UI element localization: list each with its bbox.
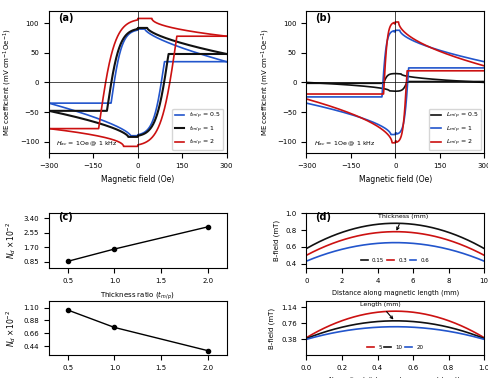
Y-axis label: ME coefficient (mV cm$^{-1}$Oe$^{-1}$): ME coefficient (mV cm$^{-1}$Oe$^{-1}$) [259, 29, 271, 136]
5 [303, 335, 309, 340]
0.3 [391, 229, 397, 234]
0.3 [304, 253, 309, 257]
Text: (a): (a) [58, 13, 73, 23]
Legend: 0.15, 0.3, 0.6: 0.15, 0.3, 0.6 [358, 256, 431, 265]
Text: $H_{ac}$ = 1Oe @ 1 kHz: $H_{ac}$ = 1Oe @ 1 kHz [313, 139, 374, 148]
5 [408, 310, 414, 314]
0.6 [480, 259, 486, 263]
Y-axis label: ME coefficient (mV cm$^{-1}$Oe$^{-1}$): ME coefficient (mV cm$^{-1}$Oe$^{-1}$) [2, 29, 14, 136]
0.6 [453, 249, 459, 254]
10 [464, 330, 470, 335]
10 [480, 336, 486, 341]
0.15 [480, 246, 486, 251]
Y-axis label: B-field (mT): B-field (mT) [268, 307, 275, 349]
Text: (c): (c) [58, 212, 72, 222]
0.3 [464, 245, 470, 250]
0.15 [408, 222, 414, 226]
0.6 [464, 253, 470, 257]
20 [303, 337, 309, 342]
0.6 [409, 241, 415, 246]
10 [391, 319, 397, 323]
X-axis label: Magnetic field (Oe): Magnetic field (Oe) [101, 175, 174, 184]
Line: 20: 20 [306, 327, 483, 339]
0.3 [480, 253, 486, 257]
X-axis label: Thickness ratio ($t_{m/p}$): Thickness ratio ($t_{m/p}$) [100, 289, 175, 302]
0.15 [453, 233, 459, 238]
Text: $H_{ac}$ = 1Oe @ 1 kHz: $H_{ac}$ = 1Oe @ 1 kHz [56, 139, 117, 148]
5 [412, 310, 418, 315]
Text: (d): (d) [315, 212, 331, 222]
Y-axis label: $N_d$ ×10$^{-2}$: $N_d$ ×10$^{-2}$ [4, 222, 18, 259]
10 [409, 319, 415, 324]
0.15 [464, 238, 470, 242]
10 [303, 336, 309, 341]
20 [453, 330, 459, 335]
Line: 10: 10 [306, 321, 483, 338]
Legend: 5, 10, 20: 5, 10, 20 [364, 343, 425, 353]
5 [304, 335, 309, 339]
Y-axis label: $N_d$ ×10$^{-2}$: $N_d$ ×10$^{-2}$ [4, 309, 18, 347]
0.6 [391, 240, 397, 245]
0.3 [408, 230, 414, 235]
X-axis label: Lateral ratio ($L_{m/p}$): Lateral ratio ($L_{m/p}$) [105, 376, 170, 378]
5 [409, 310, 415, 314]
0.3 [303, 253, 309, 257]
X-axis label: Distance along magnetic length (mm): Distance along magnetic length (mm) [331, 289, 458, 296]
20 [391, 324, 397, 329]
20 [408, 325, 414, 330]
Y-axis label: B-field (mT): B-field (mT) [273, 220, 279, 261]
0.3 [412, 231, 418, 235]
20 [480, 337, 486, 342]
Line: 0.3: 0.3 [306, 232, 483, 255]
Text: (b): (b) [315, 13, 331, 23]
0.6 [303, 259, 309, 263]
0.3 [409, 230, 415, 235]
0.6 [408, 241, 414, 246]
0.15 [412, 222, 418, 227]
0.15 [409, 222, 415, 226]
0.15 [304, 246, 309, 251]
0.15 [303, 246, 309, 251]
5 [480, 335, 486, 340]
5 [464, 327, 470, 331]
0.15 [391, 221, 397, 226]
0.6 [304, 259, 309, 263]
10 [412, 319, 418, 324]
Text: Length (mm): Length (mm) [359, 302, 400, 319]
0.3 [453, 241, 459, 245]
Line: 5: 5 [306, 311, 483, 338]
20 [464, 333, 470, 338]
10 [408, 319, 414, 324]
Legend: $L_{m/p}$ = 0.5, $L_{m/p}$ = 1, $L_{m/p}$ = 2: $L_{m/p}$ = 0.5, $L_{m/p}$ = 1, $L_{m/p}… [428, 108, 480, 150]
X-axis label: Normalized distance along magnet length: Normalized distance along magnet length [328, 376, 461, 378]
20 [304, 337, 309, 341]
20 [412, 325, 418, 330]
10 [453, 327, 459, 332]
Line: 0.15: 0.15 [306, 223, 483, 248]
10 [304, 336, 309, 341]
0.6 [412, 241, 418, 246]
Text: Thickness (mm): Thickness (mm) [377, 214, 427, 230]
5 [391, 309, 397, 313]
5 [453, 322, 459, 326]
Line: 0.6: 0.6 [306, 243, 483, 261]
X-axis label: Magnetic field (Oe): Magnetic field (Oe) [358, 175, 431, 184]
20 [409, 325, 415, 330]
Legend: $t_{m/p}$ = 0.5, $t_{m/p}$ = 1, $t_{m/p}$ = 2: $t_{m/p}$ = 0.5, $t_{m/p}$ = 1, $t_{m/p}… [172, 108, 223, 150]
